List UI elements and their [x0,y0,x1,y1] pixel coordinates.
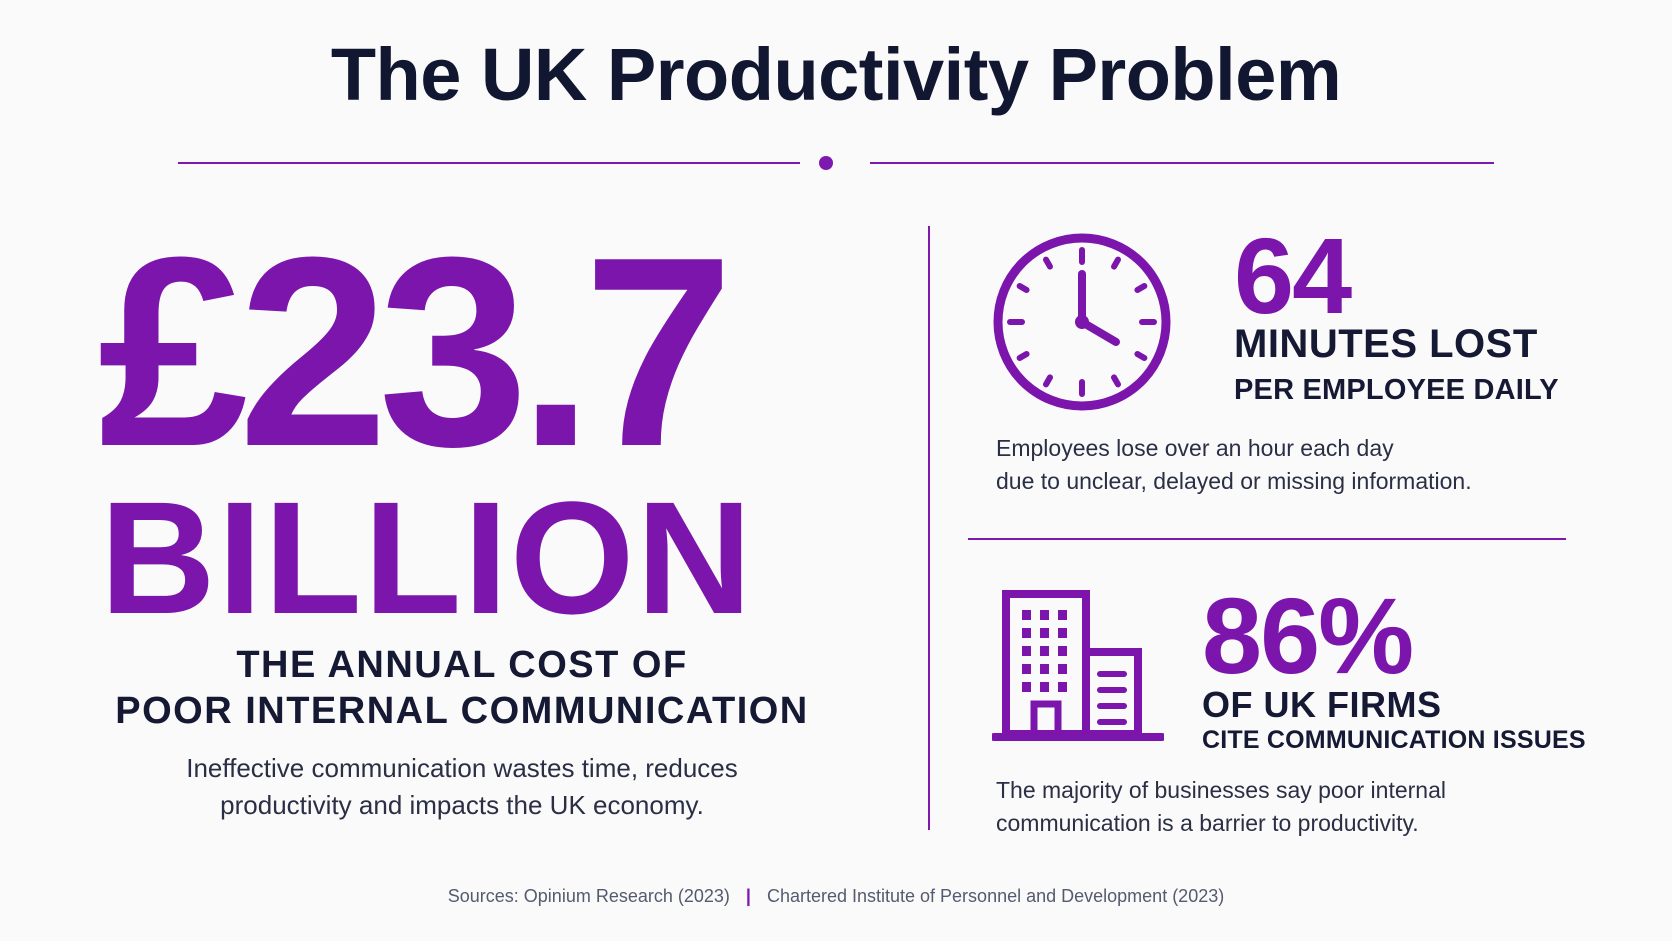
minutes-desc-line2: due to unclear, delayed or missing infor… [996,468,1472,494]
firms-label: OF UK FIRMS [1202,684,1442,725]
clock-tick [1016,283,1030,293]
building-window [1022,646,1031,656]
building-window [1058,610,1067,620]
minutes-description: Employees lose over an hour each day due… [996,432,1472,498]
firms-sublabel: CITE COMMUNICATION ISSUES [1202,726,1586,754]
source-separator: | [745,886,751,906]
cost-description: Ineffective communication wastes time, r… [92,750,832,824]
minutes-value: 64 [1234,215,1352,336]
minutes-label: MINUTES LOST [1234,322,1538,366]
cost-amount: £23.7 [98,202,734,503]
clock-tick [1111,256,1121,270]
building-window [1022,682,1031,692]
building-window [1040,628,1049,638]
building-window [1040,664,1049,674]
title-divider [178,156,1494,170]
building-window [1058,646,1067,656]
cost-desc-line1: Ineffective communication wastes time, r… [186,753,738,783]
building-window [1040,610,1049,620]
cost-desc-line2: productivity and impacts the UK economy. [220,790,704,820]
building-window [1040,646,1049,656]
cost-caption-line1: THE ANNUAL COST OF [236,644,688,686]
clock-tick [1043,256,1053,270]
firms-desc-line1: The majority of businesses say poor inte… [996,777,1446,803]
divider-line-left [178,162,800,164]
cost-caption-line2: POOR INTERNAL COMMUNICATION [115,690,809,732]
cost-unit: BILLION [100,468,754,647]
building-window [1040,682,1049,692]
building-window [1022,628,1031,638]
firms-description: The majority of businesses say poor inte… [996,774,1446,840]
cost-caption: THE ANNUAL COST OF POOR INTERNAL COMMUNI… [92,642,832,734]
column-divider [928,226,930,830]
building-window [1058,682,1067,692]
building-icon [990,588,1166,748]
minutes-sublabel: PER EMPLOYEE DAILY [1234,374,1559,406]
building-window [1022,610,1031,620]
source-cipd: Chartered Institute of Personnel and Dev… [766,886,1225,906]
divider-line-right [870,162,1494,164]
stats-divider [968,538,1566,540]
firms-value: 86% [1202,575,1414,696]
page-title: The UK Productivity Problem [330,33,1342,116]
minutes-desc-line1: Employees lose over an hour each day [996,435,1394,461]
clock-icon [988,228,1176,416]
building-window [1022,664,1031,674]
clock-tick [1016,351,1030,361]
clock-tick [1043,374,1053,388]
building-window [1058,664,1067,674]
source-opinium: Sources: Opinium Research (2023) [447,886,730,906]
firms-desc-line2: communication is a barrier to productivi… [996,810,1419,836]
sources-footer: Sources: Opinium Research (2023) | Charter… [0,886,1672,907]
clock-tick [1134,283,1148,293]
divider-dot [819,156,833,170]
building-window [1058,628,1067,638]
clock-tick [1134,351,1148,361]
clock-tick [1111,374,1121,388]
